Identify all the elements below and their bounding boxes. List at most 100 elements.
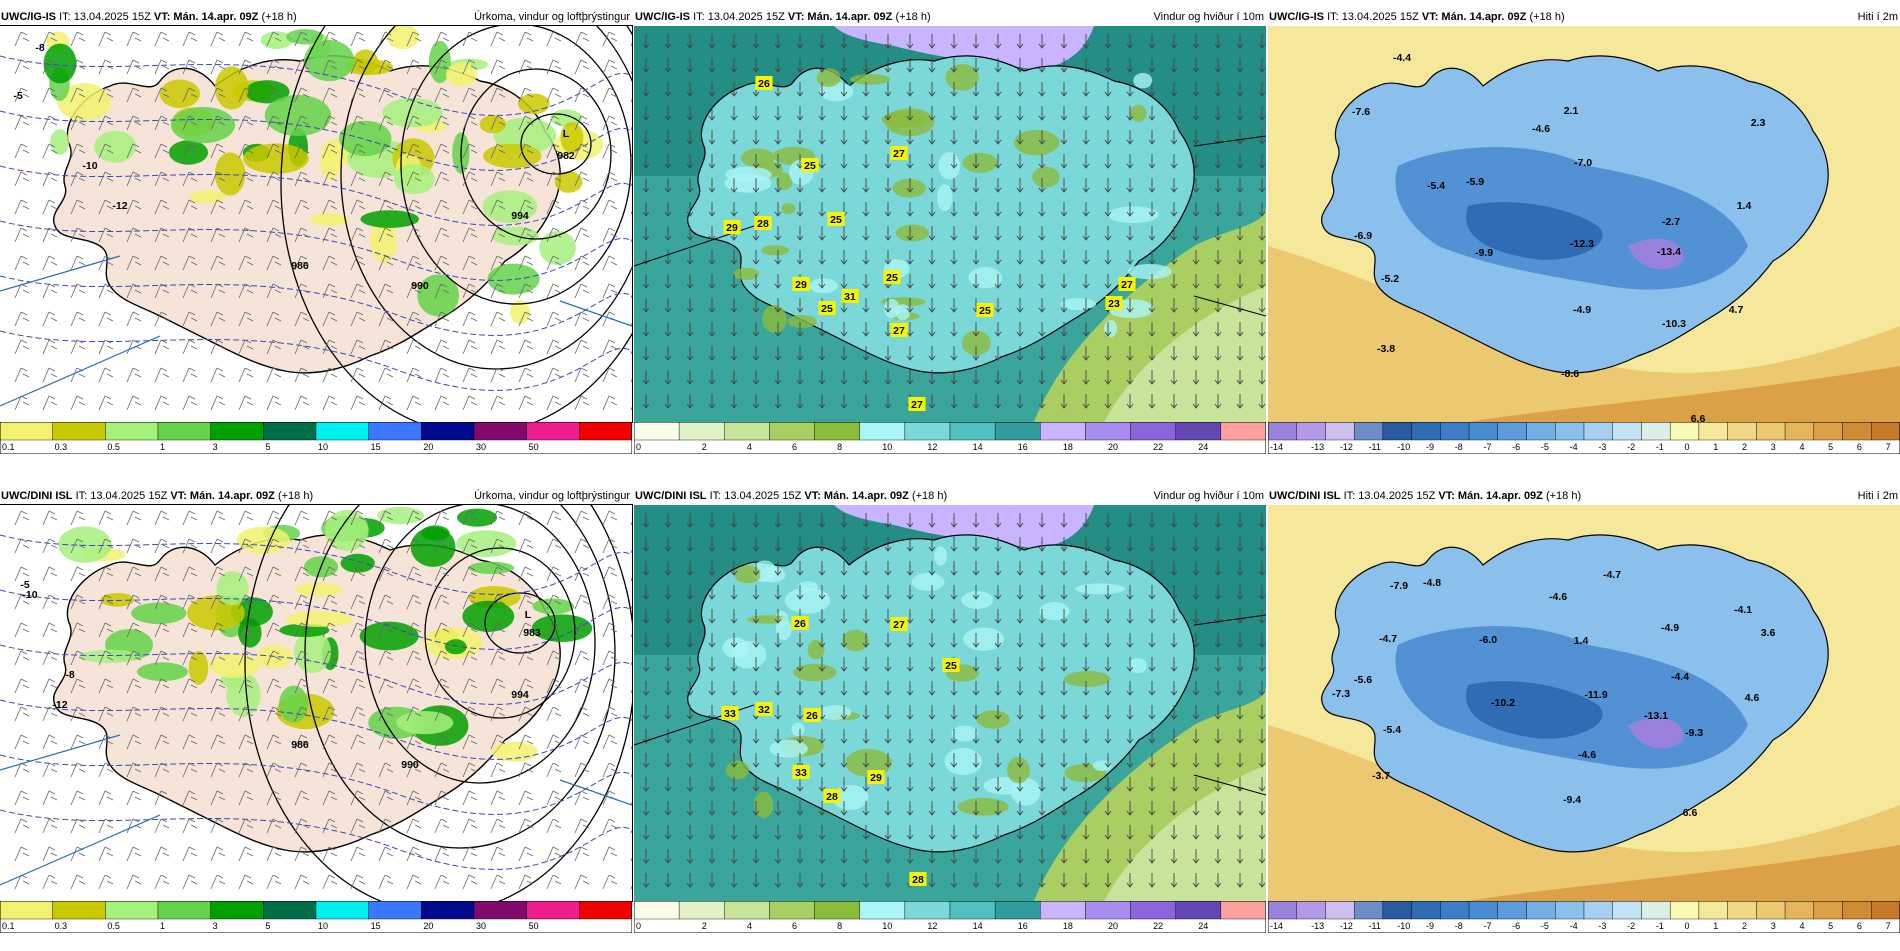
lead-time: (+18 h) [1529, 11, 1565, 23]
colorbar-swatch [1727, 901, 1757, 920]
colorbar-tick-label: 1 [1713, 442, 1718, 452]
colorbar-precip: 0.1 0.3 0.5 1 3 5 10 15 20 30 50 [0, 901, 632, 933]
isobar-label: 994 [511, 689, 529, 701]
gust-value-label: 29 [726, 222, 738, 234]
colorbar-swatch [157, 901, 211, 920]
colorbar-swatch [526, 422, 580, 441]
temp-contour-label: -12 [112, 200, 127, 212]
colorbar-tick-label: 0.5 [107, 921, 120, 931]
colorbar-tick-label: 3 [1771, 442, 1776, 452]
gust-value-label: 25 [804, 160, 816, 172]
temperature-label: -4.4 [1671, 671, 1689, 683]
panel-title: Hiti í 2m [1857, 490, 1898, 502]
colorbar-swatch [526, 901, 580, 920]
gust-value-label: 31 [844, 291, 856, 303]
model-name: UWC/DINI ISL [1, 490, 73, 502]
colorbar-tick-label: 7 [1886, 442, 1891, 452]
colorbar-swatch [1871, 422, 1900, 441]
gust-value-label: 27 [893, 619, 905, 631]
colorbar-tick-label: 20 [423, 921, 433, 931]
colorbar-swatch [1497, 422, 1527, 441]
colorbar-tick-label: 16 [1018, 442, 1028, 452]
colorbar-tick-label: 4 [747, 442, 752, 452]
temperature-label: 1.4 [1737, 200, 1752, 212]
colorbar-svg: 0.1 0.3 0.5 1 3 5 10 15 20 30 50 [0, 422, 632, 454]
gust-value-label: 27 [911, 399, 923, 411]
colorbar-swatch [52, 901, 106, 920]
colorbar-swatch [368, 901, 422, 920]
map-precip[interactable]: L 982 -8 -10 -12 -5 986 990 994 [0, 25, 633, 423]
colorbar-tick-label: 22 [1153, 921, 1163, 931]
colorbar-swatch [994, 901, 1041, 920]
colorbar-tick-label: -3 [1598, 442, 1606, 452]
gust-value-label: 26 [806, 710, 818, 722]
colorbar-swatch [1842, 901, 1872, 920]
map-wind[interactable]: 26 27 25 33 32 26 33 29 28 28 [634, 505, 1266, 901]
panel-precip-row0: UWC/IG-IS IT: 13.04.2025 15Z VT: Mán. 14… [0, 8, 633, 472]
colorbar-tick-label: 1 [160, 921, 165, 931]
model-name: UWC/DINI ISL [1269, 490, 1341, 502]
colorbar-tick-label: 10 [318, 442, 328, 452]
gust-value-label: 33 [724, 708, 736, 720]
colorbar-swatch [0, 422, 53, 441]
temperature-label: -6.9 [1354, 230, 1372, 242]
init-time: IT: 13.04.2025 15Z [1327, 11, 1419, 23]
valid-time: VT: Mán. 14.apr. 09Z [787, 11, 893, 23]
colorbar-tick-label: 0.3 [55, 442, 68, 452]
colorbar-tick-label: -5 [1541, 442, 1549, 452]
colorbar-tick-label: 1 [1713, 921, 1718, 931]
colorbar-swatch [1842, 422, 1872, 441]
gust-value-label: 29 [870, 772, 882, 784]
isobar-label: 990 [411, 280, 429, 292]
gust-value-label: 25 [821, 303, 833, 315]
colorbar-tick-label: -7 [1483, 921, 1491, 931]
colorbar-swatch [0, 901, 53, 920]
init-time: IT: 13.04.2025 15Z [709, 490, 802, 502]
colorbar-tick-label: 3 [1771, 921, 1776, 931]
pressure-value-label: 982 [557, 150, 575, 162]
colorbar-swatch [1085, 901, 1131, 920]
temperature-label: -9.4 [1563, 794, 1581, 806]
colorbar-tick-label: -13 [1311, 921, 1324, 931]
colorbar-swatch [1085, 422, 1131, 441]
init-time: IT: 13.04.2025 15Z [59, 11, 151, 23]
temperature-label: 6.6 [1691, 413, 1706, 422]
colorbar-tick-label: 14 [973, 921, 983, 931]
colorbar-tick-label: 4 [747, 921, 752, 931]
temp-contour-label: -10 [22, 589, 37, 601]
colorbar-swatch [1468, 901, 1499, 920]
colorbar-swatch [769, 901, 815, 920]
colorbar-swatch [1784, 901, 1815, 920]
panel-temp-row0: UWC/IG-IS IT: 13.04.2025 15Z VT: Mán. 14… [1268, 8, 1900, 472]
lead-time: (+18 h) [277, 490, 314, 502]
lead-time: (+18 h) [895, 11, 931, 23]
colorbar-swatch [157, 422, 211, 441]
colorbar-tick-label: -10 [1397, 921, 1410, 931]
temperature-label: -9.3 [1685, 727, 1703, 739]
gust-value-label: 25 [945, 660, 957, 672]
temperature-label: -3.8 [1377, 343, 1395, 355]
panel-title: Úrkoma, vindur og loftþrýstingur [474, 11, 630, 23]
temperature-label: -11.9 [1584, 689, 1608, 701]
colorbar-wind: 0 2 4 6 8 10 12 14 16 18 20 22 24 [634, 901, 1266, 933]
temperature-label: -4.7 [1379, 633, 1397, 645]
panel-header: UWC/DINI ISL IT: 13.04.2025 15Z VT: Mán.… [1268, 487, 1900, 505]
colorbar-tick-label: -12 [1340, 921, 1353, 931]
valid-time: VT: Mán. 14.apr. 09Z [804, 490, 909, 502]
map-wind[interactable]: 26 27 25 25 29 28 25 29 31 25 27 25 23 27 27 [634, 26, 1266, 422]
colorbar-tick-label: 15 [371, 921, 381, 931]
low-pressure-label: L [563, 128, 570, 140]
temp-contour-label: -5 [20, 579, 29, 591]
colorbar-tick-label: 2 [1742, 921, 1747, 931]
map-temp[interactable]: -4.4 -7.6 -4.6 2.1 2.3 -7.0 -5.4 -5.9 1.4 -2.7 -6.… [1268, 26, 1900, 422]
colorbar-swatch [904, 901, 951, 920]
colorbar-tick-label: -13 [1311, 442, 1324, 452]
temperature-label: -4.9 [1573, 304, 1591, 316]
colorbar-swatch [1612, 422, 1642, 441]
panel-header: UWC/IG-IS IT: 13.04.2025 15Z VT: Mán. 14… [634, 8, 1266, 26]
map-precip[interactable]: L 983 -8 -10 -12 -5 986 990 994 [0, 504, 633, 902]
colorbar-tick-label: 1 [160, 442, 165, 452]
gust-value-label: 25 [886, 272, 898, 284]
gust-value-label: 26 [794, 618, 806, 630]
map-temp[interactable]: -7.9 -4.8 -4.6 -4.7 -4.1 -4.7 -6.0 1.4 -4.9 3.6 -5… [1268, 505, 1900, 901]
